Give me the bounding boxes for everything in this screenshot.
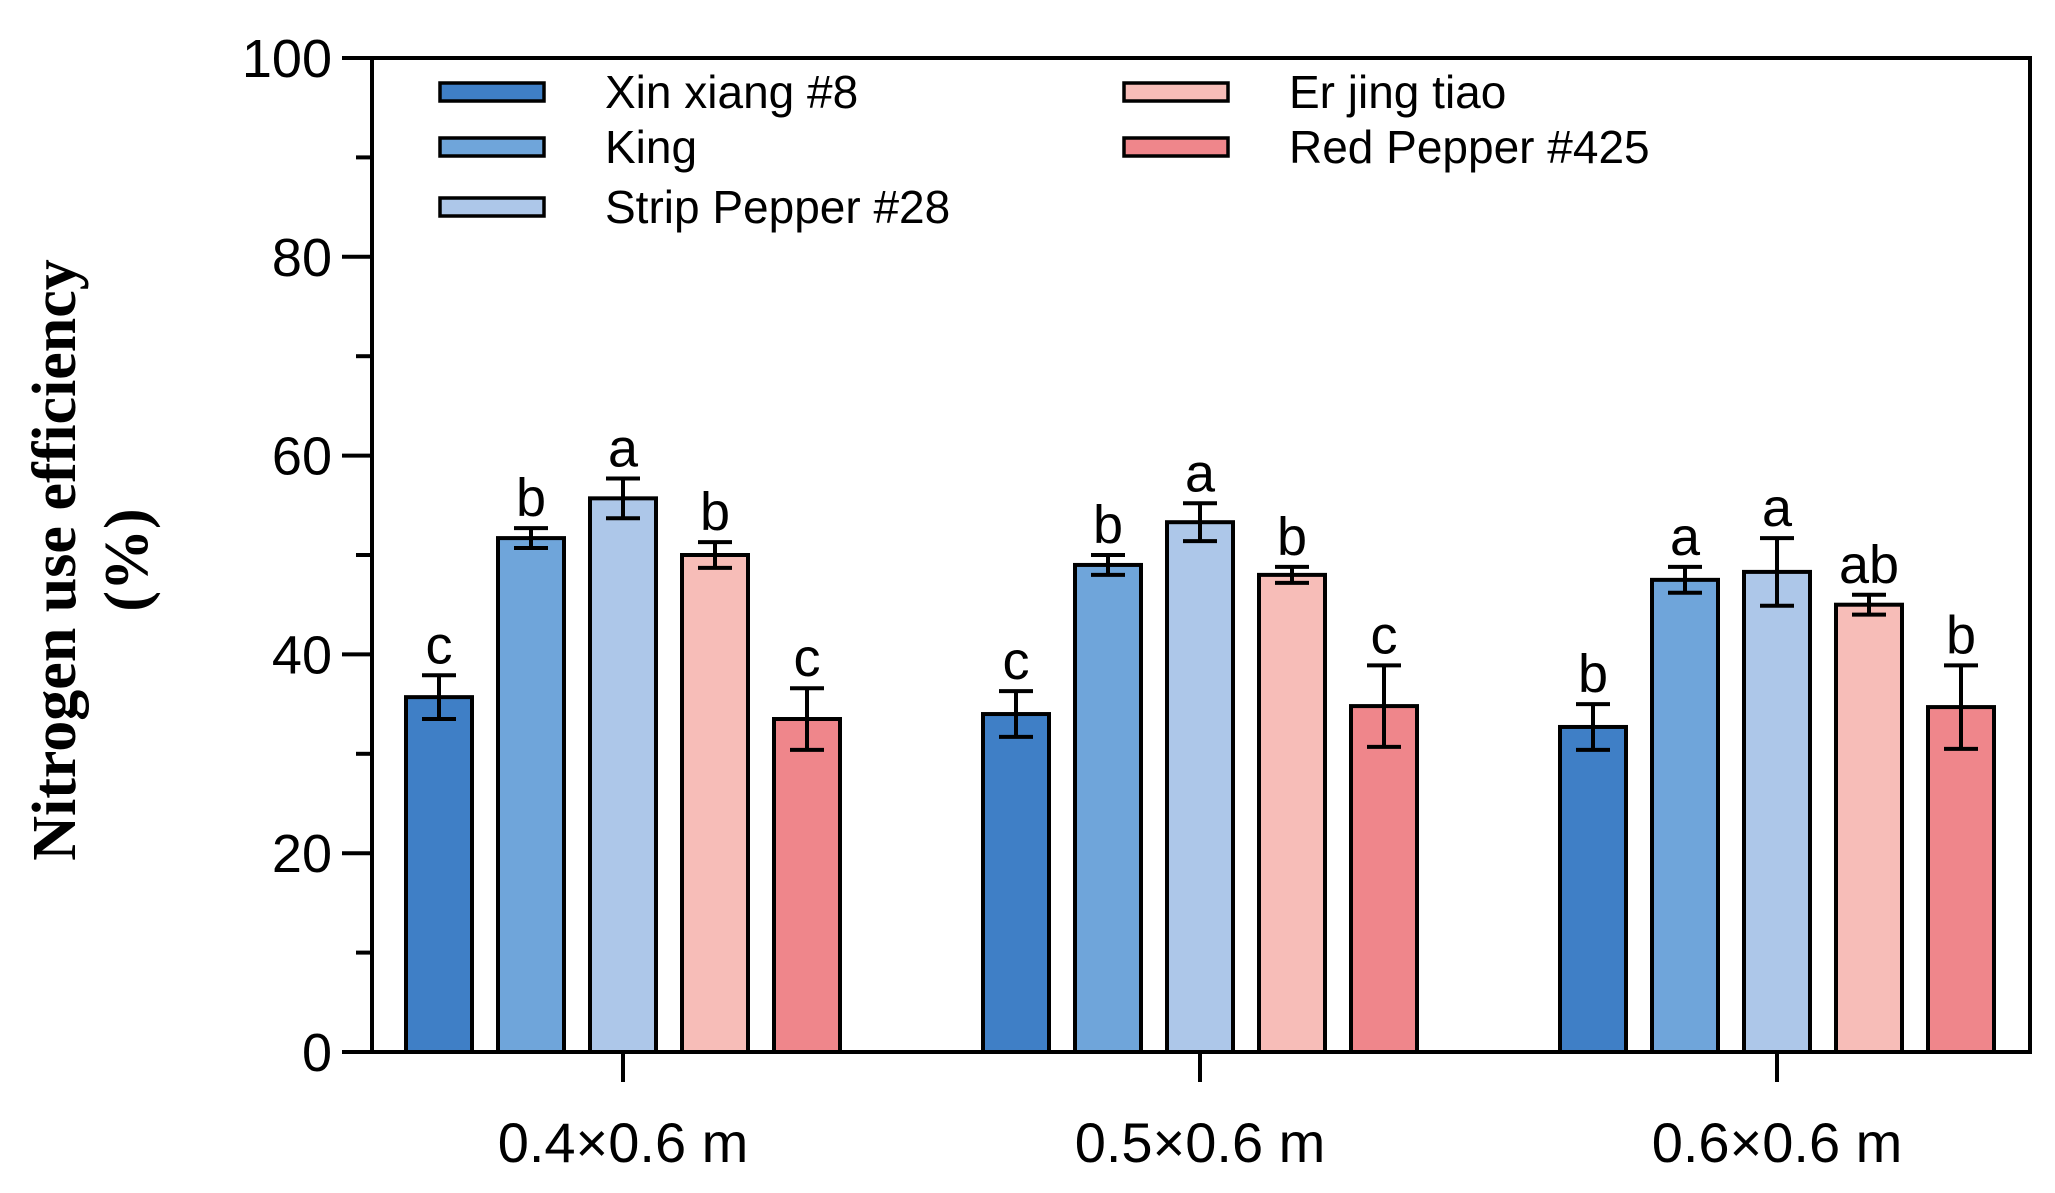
bar [772,717,842,1054]
legend-swatch [438,196,546,218]
bar [1257,572,1327,1054]
significance-letter: a [608,418,639,478]
x-tick-label: 0.4×0.6 m [498,1111,749,1174]
axes-layer: 0 20 40 60 80 100 0.4×0.6 m 0.5×0.6 m 0.6×0.6 m [242,29,2032,1174]
significance-letter: a [1762,478,1793,538]
bar [981,712,1051,1054]
legend-swatch [1122,81,1230,103]
legend-swatch [438,81,546,103]
significance-letter: b [516,468,546,528]
x-tick-label: 0.6×0.6 m [1652,1111,1903,1174]
significance-letter: b [1946,605,1976,665]
significance-letter: b [1277,507,1307,567]
bar [1349,704,1419,1054]
significance-letter: c [1371,605,1398,665]
bar [680,553,750,1054]
bar [1073,562,1143,1054]
x-tick-label: 0.5×0.6 m [1075,1111,1326,1174]
y-tick-label: 80 [272,228,332,288]
significance-letter: c [1003,631,1030,691]
legend-label: Xin xiang #8 [605,66,858,118]
bar [1558,724,1628,1054]
significance-letter: b [700,482,730,542]
bar [588,496,658,1055]
significance-letter: a [1185,443,1216,503]
legend-label: King [605,121,697,173]
significance-letter: b [1578,644,1608,704]
significance-letter: b [1093,495,1123,555]
y-axis-title-line1: Nitrogen use efficiency [21,259,89,860]
y-axis-title: Nitrogen use efficiency (%) [21,259,161,860]
y-tick-label: 60 [272,427,332,487]
legend-swatch [1122,136,1230,158]
bar [1742,569,1812,1054]
bar [1165,520,1235,1054]
significance-letter: c [794,628,821,688]
bar [496,536,566,1054]
bar [1834,602,1904,1054]
significance-letter: a [1670,507,1701,567]
legend-label: Red Pepper #425 [1289,121,1650,173]
legend-label: Strip Pepper #28 [605,181,950,233]
y-axis-title-line2: (%) [93,508,161,611]
y-tick-label: 100 [242,29,332,89]
significance-letter: ab [1839,535,1899,595]
legend-swatch [438,136,546,158]
y-tick-label: 0 [302,1023,332,1083]
significance-letter: c [426,615,453,675]
y-tick-label: 40 [272,625,332,685]
bar [1650,577,1720,1054]
bar [1926,705,1996,1054]
y-tick-label: 20 [272,824,332,884]
bar [404,695,474,1055]
legend-label: Er jing tiao [1289,66,1506,118]
